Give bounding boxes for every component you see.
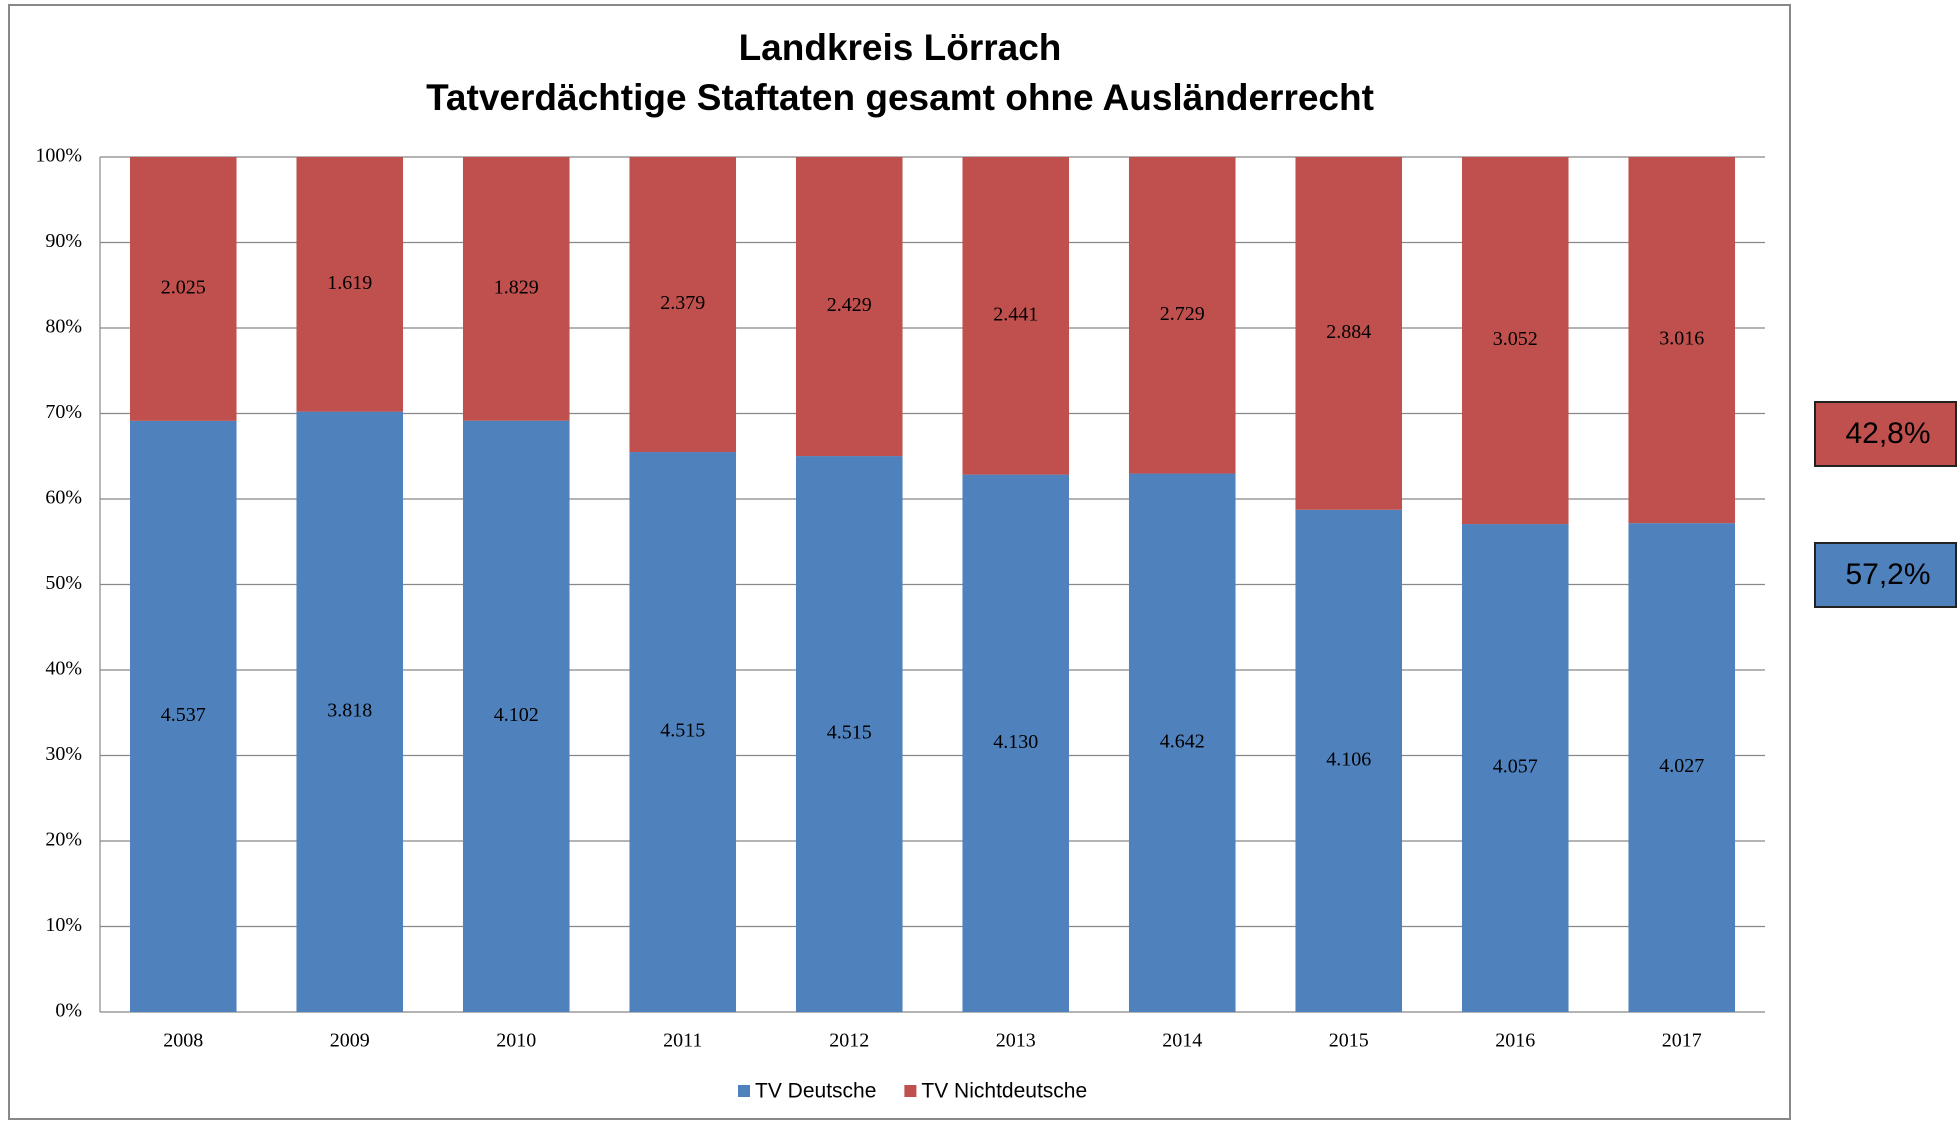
data-label: 4.027 (1659, 755, 1704, 777)
y-tick-label: 10% (45, 914, 82, 936)
bar-segment (1461, 524, 1569, 1012)
legend-swatch (904, 1085, 917, 1097)
data-label: 2.729 (1160, 303, 1205, 325)
data-label: 1.619 (327, 272, 372, 294)
x-tick-label: 2015 (1329, 1030, 1369, 1052)
legend-swatch (738, 1085, 750, 1097)
y-tick-label: 70% (45, 401, 82, 423)
bar-segment (1628, 157, 1736, 524)
y-tick-label: 40% (45, 658, 82, 680)
data-label: 2.441 (993, 303, 1038, 325)
annotation-text: 57,2% (1845, 558, 1930, 591)
y-tick-label: 0% (55, 1000, 82, 1022)
bar-segment (962, 474, 1070, 1012)
x-tick-label: 2010 (496, 1030, 536, 1052)
bar-segment (296, 157, 404, 412)
y-tick-label: 80% (45, 316, 82, 338)
data-label: 2.379 (660, 292, 705, 314)
y-tick-label: 30% (45, 743, 82, 765)
bar-segment (1628, 523, 1736, 1012)
bar-segment (1128, 473, 1236, 1012)
bar-segment (1295, 157, 1403, 510)
annotation-text: 42,8% (1845, 417, 1930, 450)
legend-label: TV Deutsche (755, 1080, 876, 1103)
x-tick-label: 2009 (330, 1030, 370, 1052)
data-label: 2.025 (161, 277, 206, 299)
data-label: 4.102 (494, 704, 539, 726)
bar-segment (1295, 509, 1403, 1012)
y-tick-label: 100% (35, 145, 82, 167)
y-tick-label: 20% (45, 829, 82, 851)
bar-segment (962, 157, 1070, 475)
data-label: 4.515 (660, 720, 705, 742)
data-label: 3.052 (1493, 328, 1538, 350)
data-label: 3.016 (1659, 328, 1704, 350)
x-tick-label: 2014 (1162, 1030, 1202, 1052)
data-label: 4.130 (993, 731, 1038, 753)
bar-segment (462, 420, 570, 1012)
data-label: 3.818 (327, 699, 372, 721)
data-label: 4.642 (1160, 730, 1205, 752)
bar-segment (795, 456, 903, 1012)
bar-segment (129, 420, 237, 1013)
annotation-box (1814, 401, 1957, 467)
data-label: 2.429 (827, 294, 872, 316)
x-tick-label: 2013 (996, 1030, 1036, 1052)
bar-segment (629, 157, 737, 453)
data-label: 4.537 (161, 704, 206, 726)
legend-label: TV Nichtdeutsche (921, 1080, 1087, 1103)
y-tick-label: 90% (45, 230, 82, 252)
bar-segment (129, 157, 237, 421)
bar-segment (462, 157, 570, 421)
x-tick-label: 2011 (663, 1030, 702, 1052)
data-label: 1.829 (494, 276, 539, 298)
y-tick-label: 50% (45, 572, 82, 594)
chart-title: Tatverdächtige Staftaten gesamt ohne Aus… (426, 77, 1374, 118)
chart-title: Landkreis Lörrach (739, 27, 1062, 68)
bar-segment (629, 452, 737, 1013)
data-label: 2.884 (1326, 321, 1371, 343)
x-tick-label: 2016 (1495, 1030, 1535, 1052)
bar-segment (1128, 157, 1236, 474)
data-label: 4.057 (1493, 756, 1538, 778)
annotation-box (1814, 542, 1957, 608)
y-tick-label: 60% (45, 487, 82, 509)
x-tick-label: 2008 (163, 1030, 203, 1052)
x-tick-label: 2017 (1662, 1030, 1702, 1052)
bar-segment (296, 411, 404, 1013)
x-tick-label: 2012 (829, 1030, 869, 1052)
data-label: 4.106 (1326, 748, 1371, 770)
data-label: 4.515 (827, 722, 872, 744)
bar-segment (795, 157, 903, 457)
bar-segment (1461, 157, 1569, 525)
